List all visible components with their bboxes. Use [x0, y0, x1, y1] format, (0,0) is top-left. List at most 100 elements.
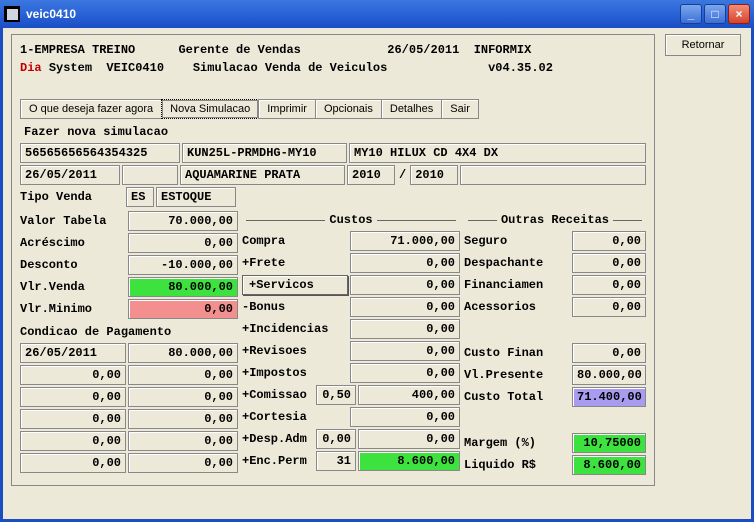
- compra-l: Compra: [242, 232, 348, 250]
- financ-l: Financiamen: [464, 276, 570, 294]
- maximize-button[interactable]: □: [704, 4, 726, 24]
- acess-l: Acessorios: [464, 298, 570, 316]
- financ: 0,00: [572, 275, 646, 295]
- minimize-button[interactable]: _: [680, 4, 702, 24]
- toolbar: O que deseja fazer agora Nova Simulacao …: [20, 99, 646, 119]
- ident-model: KUN25L-PRMDHG-MY10: [182, 143, 347, 163]
- revis: 0,00: [350, 341, 460, 361]
- seguro-l: Seguro: [464, 232, 570, 250]
- header-line1: 1-EMPRESA TREINO Gerente de Vendas 26/05…: [20, 41, 646, 59]
- z5b: 0,00: [128, 453, 238, 473]
- comissao-l: +Comissao: [242, 386, 314, 404]
- vlr-minimo-l: Vlr.Minimo: [20, 300, 126, 318]
- z1: 0,00: [20, 365, 126, 385]
- desconto-l: Desconto: [20, 256, 126, 274]
- valor-tabela: 70.000,00: [128, 211, 238, 231]
- close-button[interactable]: ×: [728, 4, 750, 24]
- columns: Valor Tabela70.000,00 Acréscimo0,00 Desc…: [20, 211, 646, 475]
- despadm: 0,00: [358, 429, 460, 449]
- encperm-n: 31: [316, 451, 356, 471]
- incid: 0,00: [350, 319, 460, 339]
- ident-blank2: [460, 165, 646, 185]
- cond-label: Condicao de Pagamento: [20, 321, 238, 341]
- despach: 0,00: [572, 253, 646, 273]
- cortesia: 0,00: [350, 407, 460, 427]
- ident-color: AQUAMARINE PRATA: [180, 165, 345, 185]
- impostos: 0,00: [350, 363, 460, 383]
- compra: 71.000,00: [350, 231, 460, 251]
- acrescimo: 0,00: [128, 233, 238, 253]
- tb-detalhes[interactable]: Detalhes: [381, 99, 442, 119]
- tb-opcionais[interactable]: Opcionais: [315, 99, 382, 119]
- vlpres: 80.000,00: [572, 365, 646, 385]
- acrescimo-l: Acréscimo: [20, 234, 126, 252]
- cond-val: 80.000,00: [128, 343, 238, 363]
- ident-desc: MY10 HILUX CD 4X4 DX: [349, 143, 646, 163]
- ident-year2: 2010: [410, 165, 458, 185]
- desconto: -10.000,00: [128, 255, 238, 275]
- vlpres-l: Vl.Presente: [464, 366, 570, 384]
- tipo-txt: ESTOQUE: [156, 187, 236, 207]
- tb-nova-simulacao[interactable]: Nova Simulacao: [161, 99, 259, 119]
- bonus: 0,00: [350, 297, 460, 317]
- tb-imprimir[interactable]: Imprimir: [258, 99, 316, 119]
- outras-title: Outras Receitas: [464, 211, 646, 229]
- servicos-button[interactable]: +Servicos: [242, 275, 348, 295]
- acess: 0,00: [572, 297, 646, 317]
- z2b: 0,00: [128, 387, 238, 407]
- margem-l: Margem (%): [464, 434, 570, 452]
- role: Gerente de Vendas: [178, 43, 300, 57]
- titlebar: veic0410 _ □ ×: [0, 0, 754, 28]
- bonus-l: -Bonus: [242, 298, 348, 316]
- retornar-button[interactable]: Retornar: [665, 34, 741, 56]
- tb-sair[interactable]: Sair: [441, 99, 479, 119]
- ident-code: 56565656564354325: [20, 143, 180, 163]
- window-frame: Retornar 1-EMPRESA TREINO Gerente de Ven…: [0, 28, 754, 522]
- servicos: 0,00: [350, 275, 460, 295]
- system: System VEIC0410: [49, 61, 164, 75]
- custotot-l: Custo Total: [464, 388, 570, 406]
- dia: Dia: [20, 61, 42, 75]
- vlr-venda: 80.000,00: [128, 277, 238, 297]
- encperm-l: +Enc.Perm: [242, 452, 314, 470]
- vlr-minimo: 0,00: [128, 299, 238, 319]
- col-right: Outras Receitas Seguro0,00 Despachante0,…: [464, 211, 646, 475]
- frete-l: +Frete: [242, 254, 348, 272]
- custofin-l: Custo Finan: [464, 344, 570, 362]
- tipo-code: ES: [126, 187, 154, 207]
- margem: 10,75000: [572, 433, 646, 453]
- liquido-l: Liquido R$: [464, 456, 570, 474]
- cortesia-l: +Cortesia: [242, 408, 348, 426]
- db: INFORMIX: [474, 43, 532, 57]
- statusbar: Fazer nova simulacao: [20, 123, 646, 141]
- z3: 0,00: [20, 409, 126, 429]
- version: v04.35.02: [488, 61, 553, 75]
- col-mid: Custos Compra71.000,00 +Frete0,00 +Servi…: [242, 211, 460, 475]
- col-left: Valor Tabela70.000,00 Acréscimo0,00 Desc…: [20, 211, 238, 475]
- custotot: 71.400,00: [572, 387, 646, 407]
- z1b: 0,00: [128, 365, 238, 385]
- ident-blank: [122, 165, 178, 185]
- ident-row1: 56565656564354325 KUN25L-PRMDHG-MY10 MY1…: [20, 143, 646, 163]
- despadm-l: +Desp.Adm: [242, 430, 314, 448]
- tipo-row: Tipo Venda ES ESTOQUE: [20, 187, 646, 207]
- tb-o-que-deseja[interactable]: O que deseja fazer agora: [20, 99, 162, 119]
- despadm-pct: 0,00: [316, 429, 356, 449]
- window-buttons: _ □ ×: [680, 4, 750, 24]
- incid-l: +Incidencias: [242, 320, 348, 338]
- encperm: 8.600,00: [358, 451, 460, 471]
- header-line2: Dia System VEIC0410 Simulacao Venda de V…: [20, 59, 646, 77]
- z3b: 0,00: [128, 409, 238, 429]
- impostos-l: +Impostos: [242, 364, 348, 382]
- valor-tabela-l: Valor Tabela: [20, 212, 126, 230]
- company: 1-EMPRESA TREINO: [20, 43, 135, 57]
- main-panel: 1-EMPRESA TREINO Gerente de Vendas 26/05…: [11, 34, 655, 486]
- ident-date: 26/05/2011: [20, 165, 120, 185]
- ident-year1: 2010: [347, 165, 395, 185]
- year-sep: /: [395, 166, 410, 184]
- frete: 0,00: [350, 253, 460, 273]
- comissao-pct: 0,50: [316, 385, 356, 405]
- hdr-date: 26/05/2011: [387, 43, 459, 57]
- revis-l: +Revisoes: [242, 342, 348, 360]
- comissao: 400,00: [358, 385, 460, 405]
